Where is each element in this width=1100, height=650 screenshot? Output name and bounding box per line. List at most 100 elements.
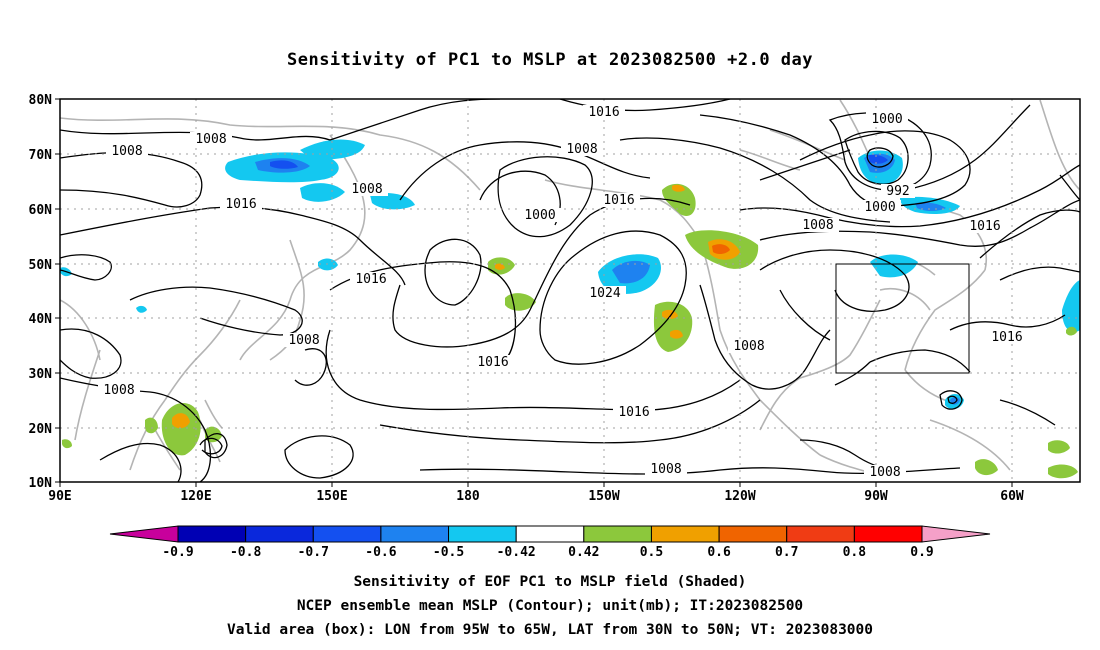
lat-label: 20N	[29, 422, 53, 437]
lon-label: 90W	[864, 489, 888, 504]
colorbar-label: -0.6	[365, 545, 396, 560]
contour-label: 1016	[986, 330, 1028, 345]
mslp-contours	[60, 99, 1080, 482]
colorbar-swatch	[177, 525, 247, 543]
svg-text:1016: 1016	[603, 193, 634, 208]
lon-label: 180	[456, 489, 480, 504]
contour-label: 1008	[98, 383, 140, 398]
colorbar-max-triangle	[921, 525, 991, 543]
lon-label: 120W	[724, 489, 755, 504]
svg-text:1008: 1008	[650, 462, 681, 477]
lat-label: 30N	[29, 367, 53, 382]
colorbar-swatch	[853, 525, 923, 543]
contour-label: 1008	[645, 462, 687, 477]
lat-axis: 80N 70N 60N 50N 40N 30N 20N 10N	[29, 93, 60, 491]
contour-label: 1008	[864, 465, 906, 480]
footer-line-3: Valid area (box): LON from 95W to 65W, L…	[226, 622, 873, 638]
contour-label: 1000	[859, 200, 901, 215]
svg-text:1008: 1008	[351, 182, 382, 197]
lon-label: 150E	[316, 489, 347, 504]
contour-label: 1000	[866, 112, 908, 127]
colorbar-label: 0.8	[843, 545, 867, 560]
colorbar-swatch	[448, 525, 517, 543]
footer-line-2: NCEP ensemble mean MSLP (Contour); unit(…	[296, 598, 804, 614]
sensitivity-shading	[60, 139, 1080, 479]
colorbar-label: 0.5	[640, 545, 663, 560]
svg-text:1024: 1024	[589, 286, 620, 301]
lon-axis: 90E 120E 150E 180 150W 120W 90W 60W	[48, 482, 1024, 504]
contour-label: 1008	[283, 333, 325, 348]
contour-label: 1016	[220, 197, 262, 212]
negative-sensitivity-regions	[60, 139, 1080, 410]
lon-label: 120E	[180, 489, 211, 504]
lat-label: 80N	[29, 93, 53, 108]
svg-text:1008: 1008	[103, 383, 134, 398]
svg-text:992: 992	[886, 184, 909, 199]
colorbar-swatch	[245, 525, 314, 543]
colorbar-swatch	[380, 525, 450, 543]
contour-label: 1008	[346, 182, 388, 197]
contour-label: 1008	[106, 144, 148, 159]
svg-text:1008: 1008	[733, 339, 764, 354]
lon-label: 90E	[48, 489, 71, 504]
colorbar-swatch	[718, 525, 788, 543]
svg-text:1008: 1008	[288, 333, 319, 348]
colorbar-label: -0.42	[497, 545, 536, 560]
svg-text:1008: 1008	[802, 218, 833, 233]
contour-label: 1024	[584, 286, 626, 301]
lon-label: 150W	[588, 489, 619, 504]
contour-label: 1016	[583, 105, 625, 120]
contour-label: 1016	[598, 193, 640, 208]
svg-text:1016: 1016	[225, 197, 256, 212]
colorbar-label: -0.7	[298, 545, 329, 560]
contour-label: 1008	[797, 218, 839, 233]
colorbar-label: 0.6	[707, 545, 731, 560]
contour-label: 1016	[613, 405, 655, 420]
contour-label: 1008	[190, 132, 232, 147]
colorbar-label: -0.5	[433, 545, 464, 560]
svg-text:1016: 1016	[477, 355, 508, 370]
svg-text:1016: 1016	[969, 219, 1000, 234]
contour-label: 1008	[728, 339, 770, 354]
svg-text:1016: 1016	[355, 272, 386, 287]
colorbar-label: 0.9	[910, 545, 933, 560]
contour-label: 1008	[561, 142, 603, 157]
contour-label: 992	[881, 184, 915, 199]
chart-title: Sensitivity of PC1 to MSLP at 2023082500…	[286, 50, 813, 70]
colorbar-swatch	[312, 525, 382, 543]
lat-label: 10N	[29, 476, 53, 491]
svg-text:1008: 1008	[111, 144, 142, 159]
contour-label: 1016	[472, 355, 514, 370]
valid-area-box	[835, 263, 970, 374]
svg-text:1000: 1000	[524, 208, 555, 223]
contour-label: 1000	[519, 208, 561, 223]
colorbar-min-triangle	[109, 525, 179, 543]
lon-label: 60W	[1000, 489, 1024, 504]
map-frame	[59, 98, 1081, 483]
svg-text:1000: 1000	[871, 112, 902, 127]
contour-label: 1016	[350, 272, 392, 287]
colorbar-swatch	[583, 525, 652, 543]
svg-text:1008: 1008	[195, 132, 226, 147]
colorbar: -0.9 -0.8 -0.7 -0.6 -0.5 -0.42 0.42 0.5 0.6 0.7 0.…	[109, 525, 991, 560]
svg-text:1008: 1008	[566, 142, 597, 157]
lat-label: 60N	[29, 203, 53, 218]
footer-line-1: Sensitivity of EOF PC1 to MSLP field (Sh…	[353, 574, 747, 590]
lat-label: 70N	[29, 148, 53, 163]
lat-label: 40N	[29, 312, 53, 327]
colorbar-label: -0.8	[230, 545, 261, 560]
contour-labels: 1008 1008 1016 1008 1016 1000 1016 1008 …	[98, 105, 1028, 480]
colorbar-label: 0.7	[775, 545, 798, 560]
svg-text:1016: 1016	[991, 330, 1022, 345]
svg-text:1016: 1016	[588, 105, 619, 120]
svg-text:1000: 1000	[864, 200, 895, 215]
colorbar-label: 0.42	[568, 545, 599, 560]
colorbar-label: -0.9	[162, 545, 193, 560]
colorbar-swatch	[515, 525, 585, 543]
lat-label: 50N	[29, 258, 53, 273]
colorbar-swatch	[650, 525, 720, 543]
svg-text:1008: 1008	[869, 465, 900, 480]
contour-label: 1016	[964, 219, 1006, 234]
svg-text:1016: 1016	[618, 405, 649, 420]
